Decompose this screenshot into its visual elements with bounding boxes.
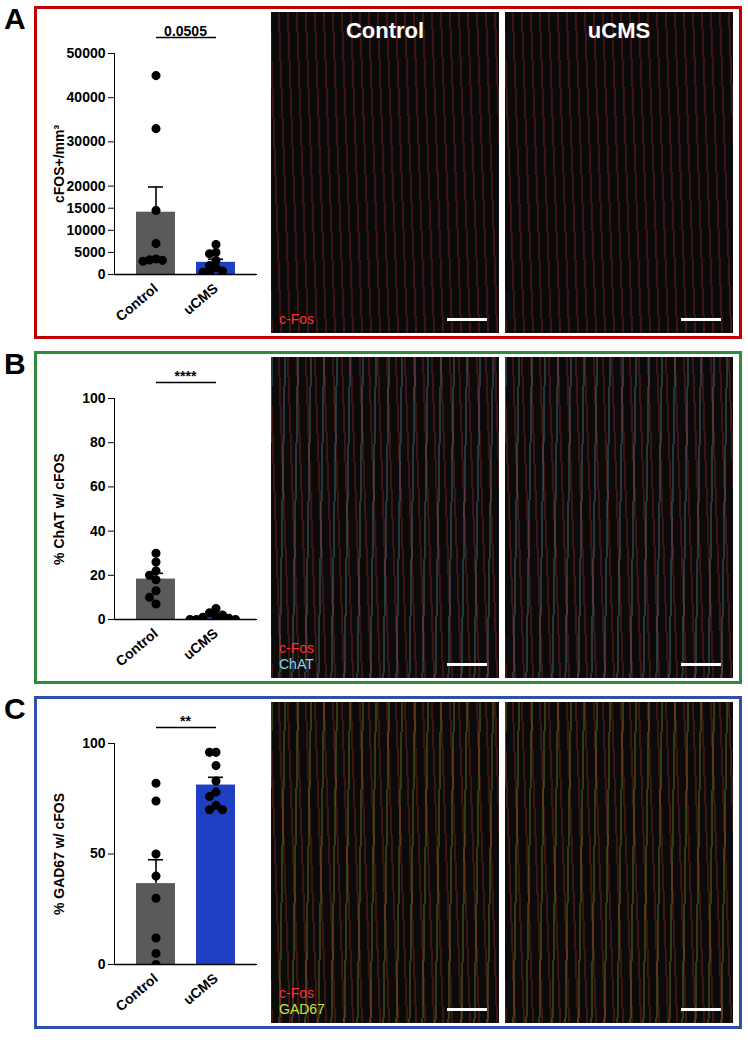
svg-text:10000: 10000	[67, 222, 106, 238]
svg-text:40: 40	[90, 523, 106, 539]
svg-text:80: 80	[90, 434, 106, 450]
svg-text:uCMS: uCMS	[180, 970, 221, 1008]
html-text:ChAT: ChAT	[279, 656, 314, 672]
svg-text:Control: Control	[112, 625, 160, 669]
svg-text:5000: 5000	[74, 244, 105, 260]
svg-text:**: **	[180, 713, 191, 729]
html-text:c-Fos: c-Fos	[279, 311, 314, 327]
svg-text:% ChAT w/ cFOS: % ChAT w/ cFOS	[51, 453, 67, 565]
html-text:GAD67: GAD67	[279, 1001, 325, 1017]
svg-text:15000: 15000	[67, 200, 106, 216]
svg-text:50000: 50000	[67, 45, 106, 61]
svg-text:Control: Control	[112, 970, 160, 1014]
html-text:B: B	[4, 347, 26, 380]
html-text:c-Fos: c-Fos	[279, 985, 314, 1001]
svg-text:cFOS+/mm³: cFOS+/mm³	[51, 125, 67, 204]
html-text:C: C	[4, 692, 26, 725]
svg-text:0.0505: 0.0505	[164, 23, 207, 39]
svg-text:50: 50	[90, 845, 106, 861]
svg-text:uCMS: uCMS	[180, 280, 221, 318]
html-text:Control: Control	[345, 18, 425, 43]
svg-text:30000: 30000	[67, 133, 106, 149]
svg-text:% GAD67 w/ cFOS: % GAD67 w/ cFOS	[51, 793, 67, 915]
svg-text:100: 100	[82, 735, 106, 751]
svg-text:uCMS: uCMS	[180, 625, 221, 663]
html-text:uCMS: uCMS	[587, 18, 651, 43]
svg-text:40000: 40000	[67, 89, 106, 105]
svg-text:Control: Control	[112, 280, 160, 324]
svg-text:****: ****	[175, 368, 197, 384]
svg-text:20000: 20000	[67, 178, 106, 194]
svg-text:100: 100	[82, 390, 106, 406]
html-text:A: A	[4, 2, 26, 35]
svg-text:20: 20	[90, 567, 106, 583]
svg-text:0: 0	[98, 956, 106, 972]
html-text:c-Fos: c-Fos	[279, 640, 314, 656]
svg-text:0: 0	[98, 611, 106, 627]
svg-text:0: 0	[98, 266, 106, 282]
svg-text:60: 60	[90, 478, 106, 494]
